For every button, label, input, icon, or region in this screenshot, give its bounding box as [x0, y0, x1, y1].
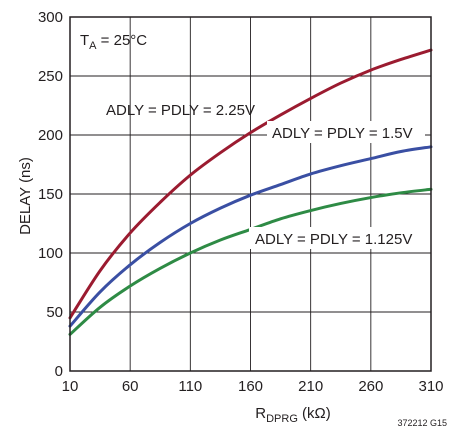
series-label-1-125v: ADLY = PDLY = 1.125V	[255, 231, 412, 248]
x-tick-label: 60	[122, 378, 139, 395]
x-tick-label: 110	[178, 378, 202, 395]
x-axis-title: RDPRG (kΩ)	[255, 405, 331, 425]
tick-labels: 10 60 110 160 210 260 310 0 50 100 150 200 250 300	[38, 9, 444, 395]
x-axis-title-sub: DPRG	[266, 413, 298, 425]
series-label-2-25v: ADLY = PDLY = 2.25V	[106, 102, 255, 119]
x-axis-title-main: R	[255, 405, 266, 422]
y-axis-title: DELAY (ns)	[17, 157, 34, 235]
label-bg-series-2	[267, 121, 425, 143]
x-axis-title-unit: (kΩ)	[298, 405, 331, 422]
series-line-2	[68, 145, 433, 328]
y-tick-label: 200	[38, 127, 63, 144]
temperature-annotation: TA = 25°C	[80, 32, 147, 52]
x-tick-label: 160	[238, 378, 263, 395]
plot-frame	[69, 16, 432, 372]
series-label-1-5v: ADLY = PDLY = 1.5V	[272, 125, 413, 142]
series-line-1	[68, 48, 433, 320]
temperature-annotation-sub: A	[89, 40, 97, 52]
figure-id: 372212 G15	[397, 418, 447, 428]
y-tick-label: 250	[38, 68, 63, 85]
x-tick-label: 260	[358, 378, 383, 395]
temperature-annotation-rest: = 25°C	[97, 32, 148, 49]
x-tick-label: 310	[418, 378, 443, 395]
y-tick-label: 300	[38, 9, 63, 26]
y-tick-label: 0	[55, 363, 63, 380]
y-tick-label: 50	[46, 304, 63, 321]
x-tick-label: 210	[298, 378, 323, 395]
y-tick-label: 100	[38, 245, 63, 262]
y-tick-label: 150	[38, 186, 63, 203]
x-tick-label: 10	[62, 378, 79, 395]
temperature-annotation-main: T	[80, 32, 89, 49]
label-bg-series-3	[249, 227, 425, 249]
